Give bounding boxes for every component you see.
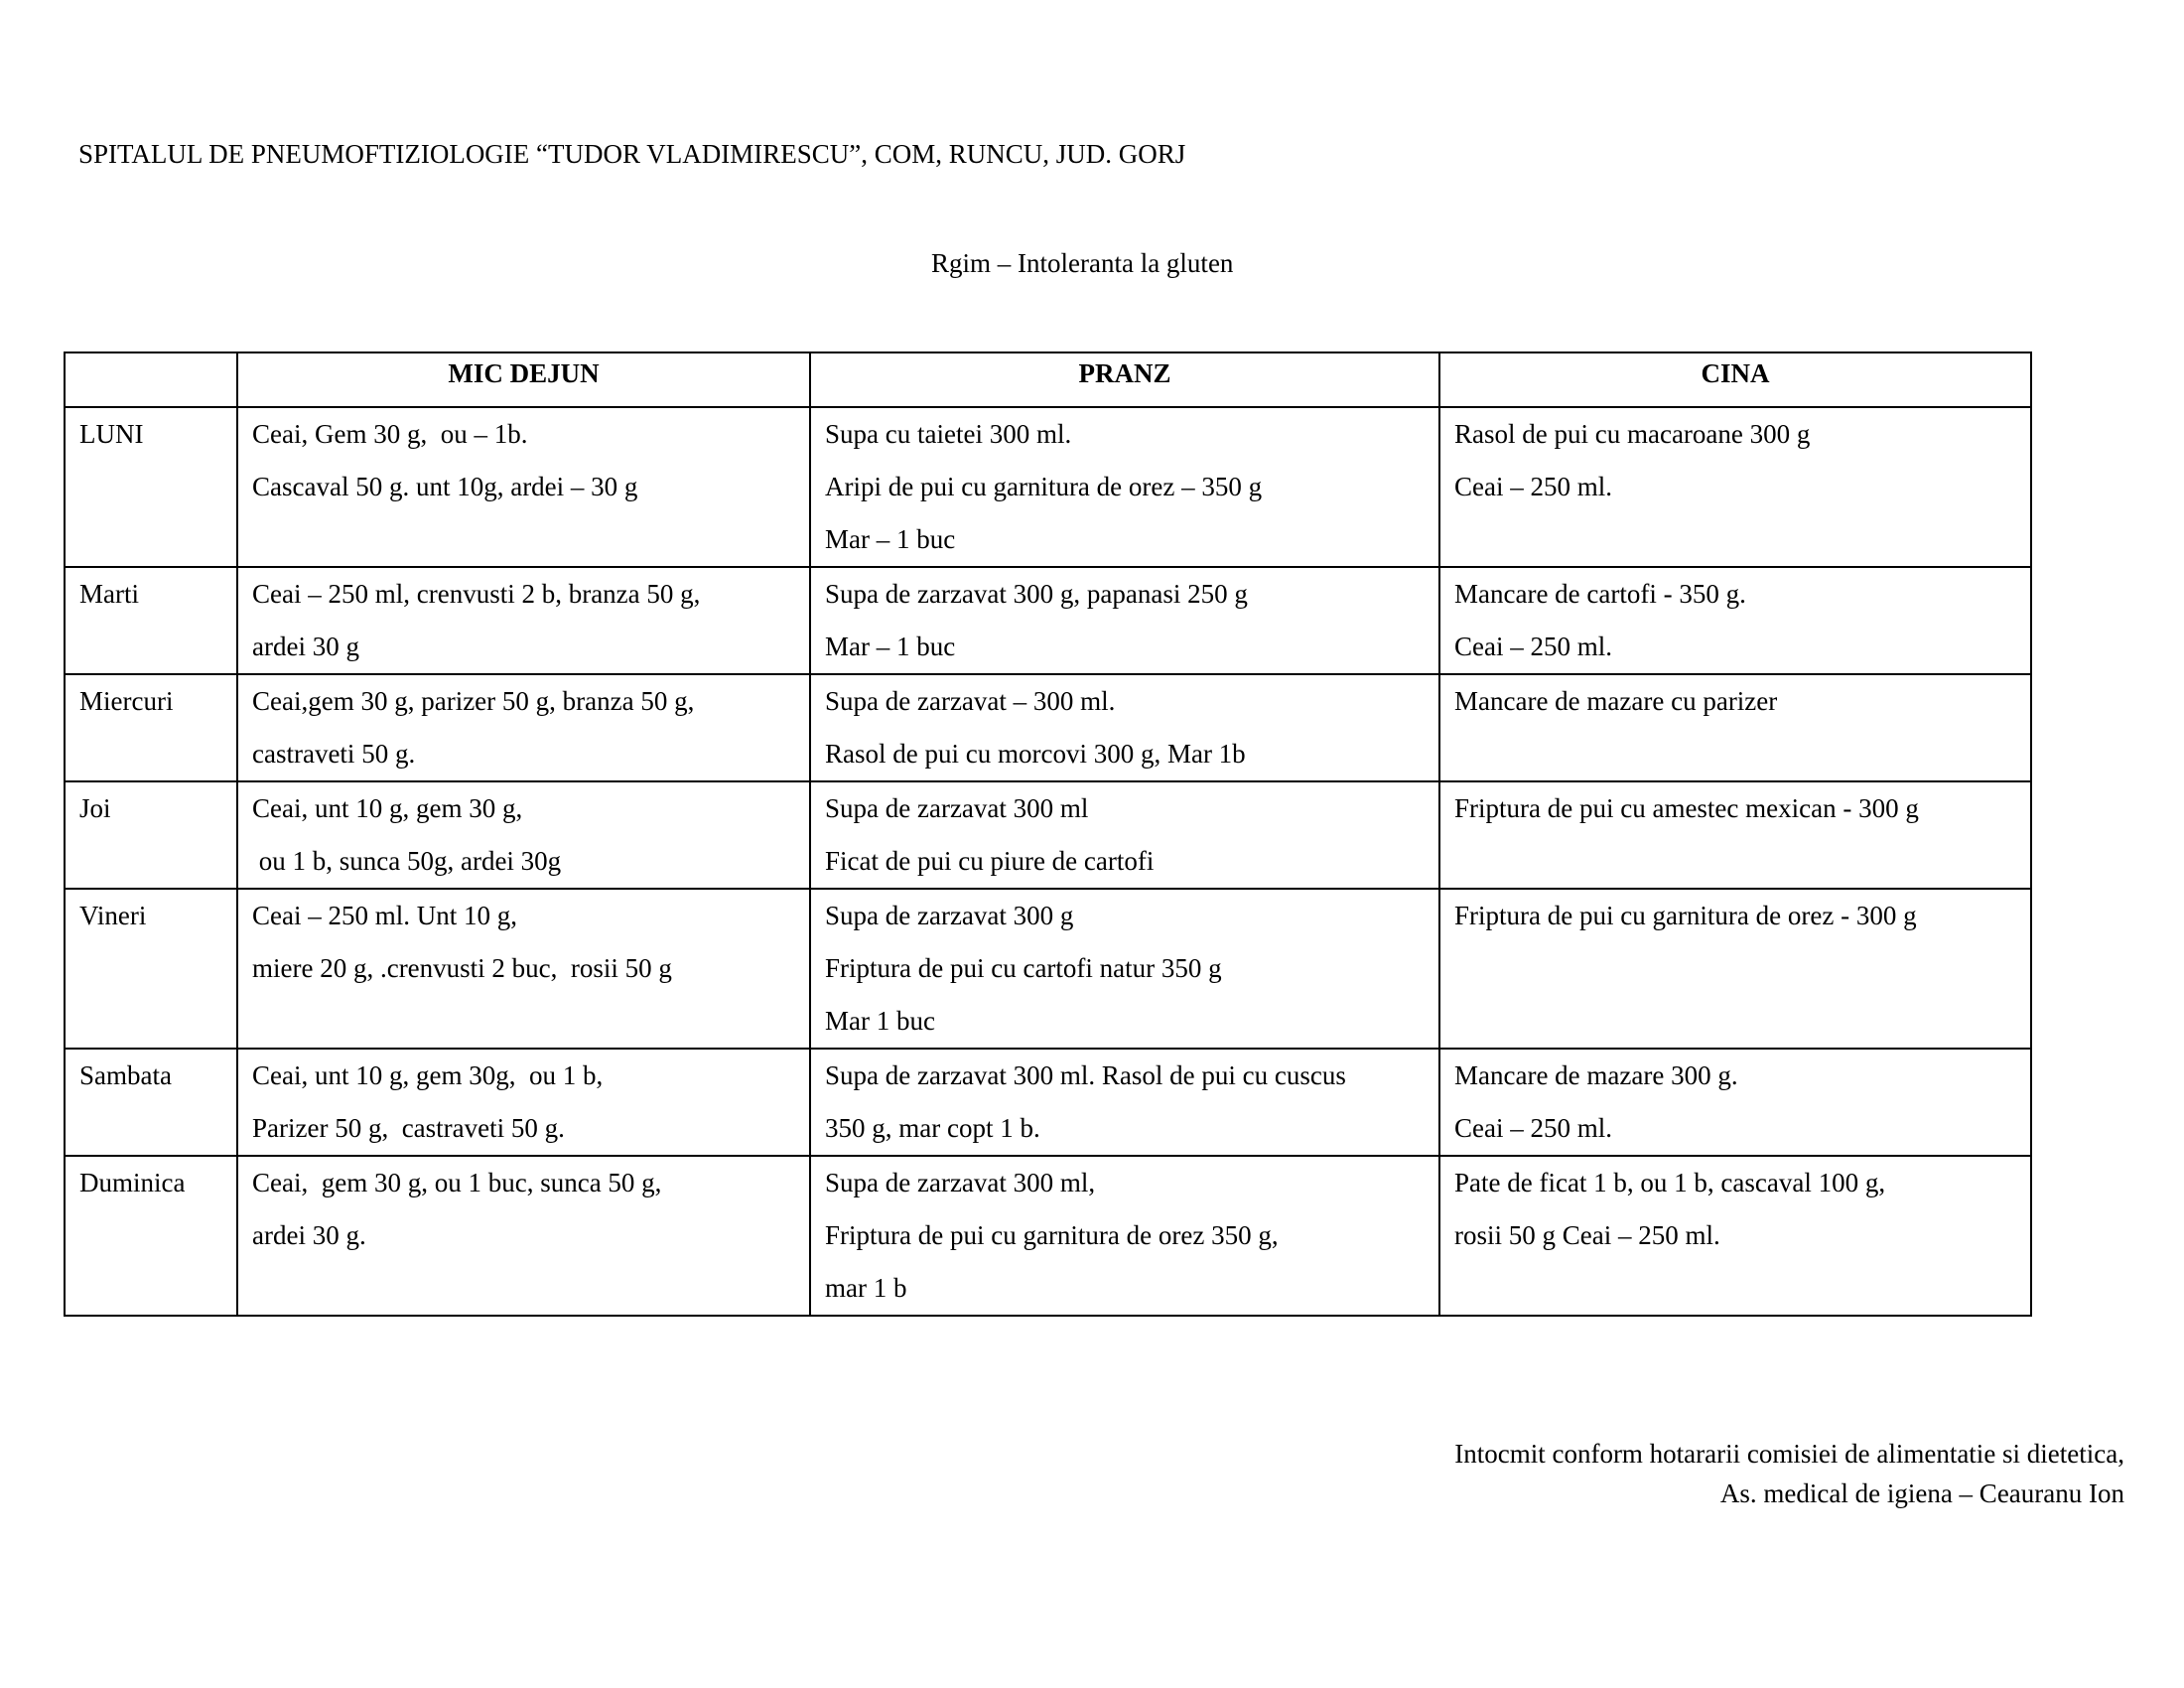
mic-dejun-cell: Ceai – 250 ml. Unt 10 g, miere 20 g, .cre…	[236, 888, 811, 1050]
menu-line: Friptura de pui cu garnitura de orez - 3…	[1454, 901, 1917, 930]
column-header-mic-dejun: MIC DEJUN	[236, 352, 811, 408]
column-header-pranz: PRANZ	[809, 352, 1440, 408]
menu-line: Friptura de pui cu garnitura de orez 350…	[825, 1220, 1279, 1250]
menu-line: Mar 1 buc	[825, 1006, 935, 1036]
diet-title: Rgim – Intoleranta la gluten	[931, 248, 1234, 278]
pranz-cell: Supa de zarzavat 300 ml Ficat de pui cu p…	[809, 780, 1440, 890]
menu-line: Mar – 1 buc	[825, 524, 956, 554]
menu-line: Mancare de mazare cu parizer	[1454, 686, 1778, 716]
column-header-cina: CINA	[1438, 352, 2032, 408]
pranz-cell: Supa cu taietei 300 ml. Aripi de pui cu g…	[809, 406, 1440, 568]
mic-dejun-cell: Ceai, gem 30 g, ou 1 buc, sunca 50 g, ard…	[236, 1155, 811, 1317]
menu-line: Mar – 1 buc	[825, 632, 956, 661]
pranz-cell: Supa de zarzavat – 300 ml. Rasol de pui c…	[809, 673, 1440, 782]
pranz-cell: Supa de zarzavat 300 g Friptura de pui cu…	[809, 888, 1440, 1050]
menu-line: miere 20 g, .crenvusti 2 buc, rosii 50 g	[252, 953, 672, 983]
menu-line: Ceai, unt 10 g, gem 30 g,	[252, 793, 523, 823]
menu-line: Rasol de pui cu morcovi 300 g, Mar 1b	[825, 739, 1246, 769]
table-row: Sambata Ceai, unt 10 g, gem 30g, ou 1 b, P…	[64, 1048, 2032, 1157]
table-row: LUNI Ceai, Gem 30 g, ou – 1b. Cascaval 50 …	[64, 406, 2032, 568]
table-row: Vineri Ceai – 250 ml. Unt 10 g, miere 20 g…	[64, 888, 2032, 1050]
cina-cell: Mancare de mazare 300 g. Ceai – 250 ml.	[1438, 1048, 2032, 1157]
menu-line: Supa de zarzavat 300 g, papanasi 250 g	[825, 579, 1248, 609]
footer-line-2: As. medical de igiena – Ceauranu Ion	[1719, 1478, 2124, 1508]
cina-cell: Friptura de pui cu amestec mexican - 300…	[1438, 780, 2032, 890]
menu-line: Ceai – 250 ml.	[1454, 632, 1612, 661]
day-cell: Duminica	[64, 1155, 238, 1317]
pranz-cell: Supa de zarzavat 300 ml. Rasol de pui cu…	[809, 1048, 1440, 1157]
signature-block: Intocmit conform hotararii comisiei de a…	[1454, 1434, 2124, 1513]
mic-dejun-cell: Ceai,gem 30 g, parizer 50 g, branza 50 g…	[236, 673, 811, 782]
day-cell: Marti	[64, 566, 238, 675]
day-cell: Joi	[64, 780, 238, 890]
menu-line: Mancare de mazare 300 g.	[1454, 1060, 1738, 1090]
menu-line: Parizer 50 g, castraveti 50 g.	[252, 1113, 565, 1143]
menu-line: ardei 30 g	[252, 632, 359, 661]
cina-cell: Mancare de cartofi - 350 g. Ceai – 250 ml…	[1438, 566, 2032, 675]
menu-line: Supa de zarzavat – 300 ml.	[825, 686, 1116, 716]
menu-line: Ceai – 250 ml. Unt 10 g,	[252, 901, 517, 930]
menu-line: Ceai, Gem 30 g, ou – 1b.	[252, 419, 528, 449]
pranz-cell: Supa de zarzavat 300 ml, Friptura de pui …	[809, 1155, 1440, 1317]
menu-line: Ficat de pui cu piure de cartofi	[825, 846, 1155, 876]
menu-line: 350 g, mar copt 1 b.	[825, 1113, 1040, 1143]
menu-line: Friptura de pui cu amestec mexican - 300…	[1454, 793, 1919, 823]
mic-dejun-cell: Ceai, Gem 30 g, ou – 1b. Cascaval 50 g. u…	[236, 406, 811, 568]
mic-dejun-cell: Ceai, unt 10 g, gem 30g, ou 1 b, Parizer …	[236, 1048, 811, 1157]
menu-line: Rasol de pui cu macaroane 300 g	[1454, 419, 1811, 449]
footer-line-1: Intocmit conform hotararii comisiei de a…	[1454, 1439, 2124, 1469]
menu-line: Ceai,gem 30 g, parizer 50 g, branza 50 g…	[252, 686, 695, 716]
day-cell: LUNI	[64, 406, 238, 568]
menu-line: Supa cu taietei 300 ml.	[825, 419, 1072, 449]
menu-line: Mancare de cartofi - 350 g.	[1454, 579, 1746, 609]
menu-line: Supa de zarzavat 300 g	[825, 901, 1074, 930]
menu-line: Supa de zarzavat 300 ml,	[825, 1168, 1096, 1197]
column-header-day	[64, 352, 238, 408]
menu-line: ardei 30 g.	[252, 1220, 366, 1250]
menu-line: Ceai – 250 ml, crenvusti 2 b, branza 50 …	[252, 579, 701, 609]
menu-line: castraveti 50 g.	[252, 739, 416, 769]
menu-line: ou 1 b, sunca 50g, ardei 30g	[252, 846, 562, 876]
menu-line: Aripi de pui cu garnitura de orez – 350 …	[825, 472, 1263, 501]
menu-line: Supa de zarzavat 300 ml	[825, 793, 1089, 823]
day-cell: Sambata	[64, 1048, 238, 1157]
mic-dejun-cell: Ceai, unt 10 g, gem 30 g, ou 1 b, sunca …	[236, 780, 811, 890]
menu-line: Ceai, gem 30 g, ou 1 buc, sunca 50 g,	[252, 1168, 662, 1197]
menu-line: Cascaval 50 g. unt 10g, ardei – 30 g	[252, 472, 638, 501]
table-row: Joi Ceai, unt 10 g, gem 30 g, ou 1 b, sun…	[64, 780, 2032, 890]
cina-cell: Mancare de mazare cu parizer	[1438, 673, 2032, 782]
mic-dejun-cell: Ceai – 250 ml, crenvusti 2 b, branza 50 …	[236, 566, 811, 675]
menu-line: Ceai – 250 ml.	[1454, 472, 1612, 501]
cina-cell: Pate de ficat 1 b, ou 1 b, cascaval 100 …	[1438, 1155, 2032, 1317]
table-row: Miercuri Ceai,gem 30 g, parizer 50 g, bra…	[64, 673, 2032, 782]
menu-line: Pate de ficat 1 b, ou 1 b, cascaval 100 …	[1454, 1168, 1886, 1197]
menu-line: rosii 50 g Ceai – 250 ml.	[1454, 1220, 1720, 1250]
day-cell: Miercuri	[64, 673, 238, 782]
table-row: Duminica Ceai, gem 30 g, ou 1 buc, sunca …	[64, 1155, 2032, 1317]
hospital-header: SPITALUL DE PNEUMOFTIZIOLOGIE “TUDOR VLA…	[78, 139, 1186, 169]
menu-line: Ceai, unt 10 g, gem 30g, ou 1 b,	[252, 1060, 604, 1090]
cina-cell: Rasol de pui cu macaroane 300 g Ceai – 25…	[1438, 406, 2032, 568]
menu-line: Friptura de pui cu cartofi natur 350 g	[825, 953, 1222, 983]
menu-line: Supa de zarzavat 300 ml. Rasol de pui cu…	[825, 1060, 1346, 1090]
pranz-cell: Supa de zarzavat 300 g, papanasi 250 g Ma…	[809, 566, 1440, 675]
cina-cell: Friptura de pui cu garnitura de orez - 3…	[1438, 888, 2032, 1050]
day-cell: Vineri	[64, 888, 238, 1050]
table-row: Marti Ceai – 250 ml, crenvusti 2 b, branz…	[64, 566, 2032, 675]
weekly-menu-table: MIC DEJUN PRANZ CINA LUNI Ceai, Gem 30 g,…	[64, 352, 2032, 1317]
table-header-row: MIC DEJUN PRANZ CINA	[64, 352, 2032, 408]
menu-line: Ceai – 250 ml.	[1454, 1113, 1612, 1143]
menu-line: mar 1 b	[825, 1273, 907, 1303]
